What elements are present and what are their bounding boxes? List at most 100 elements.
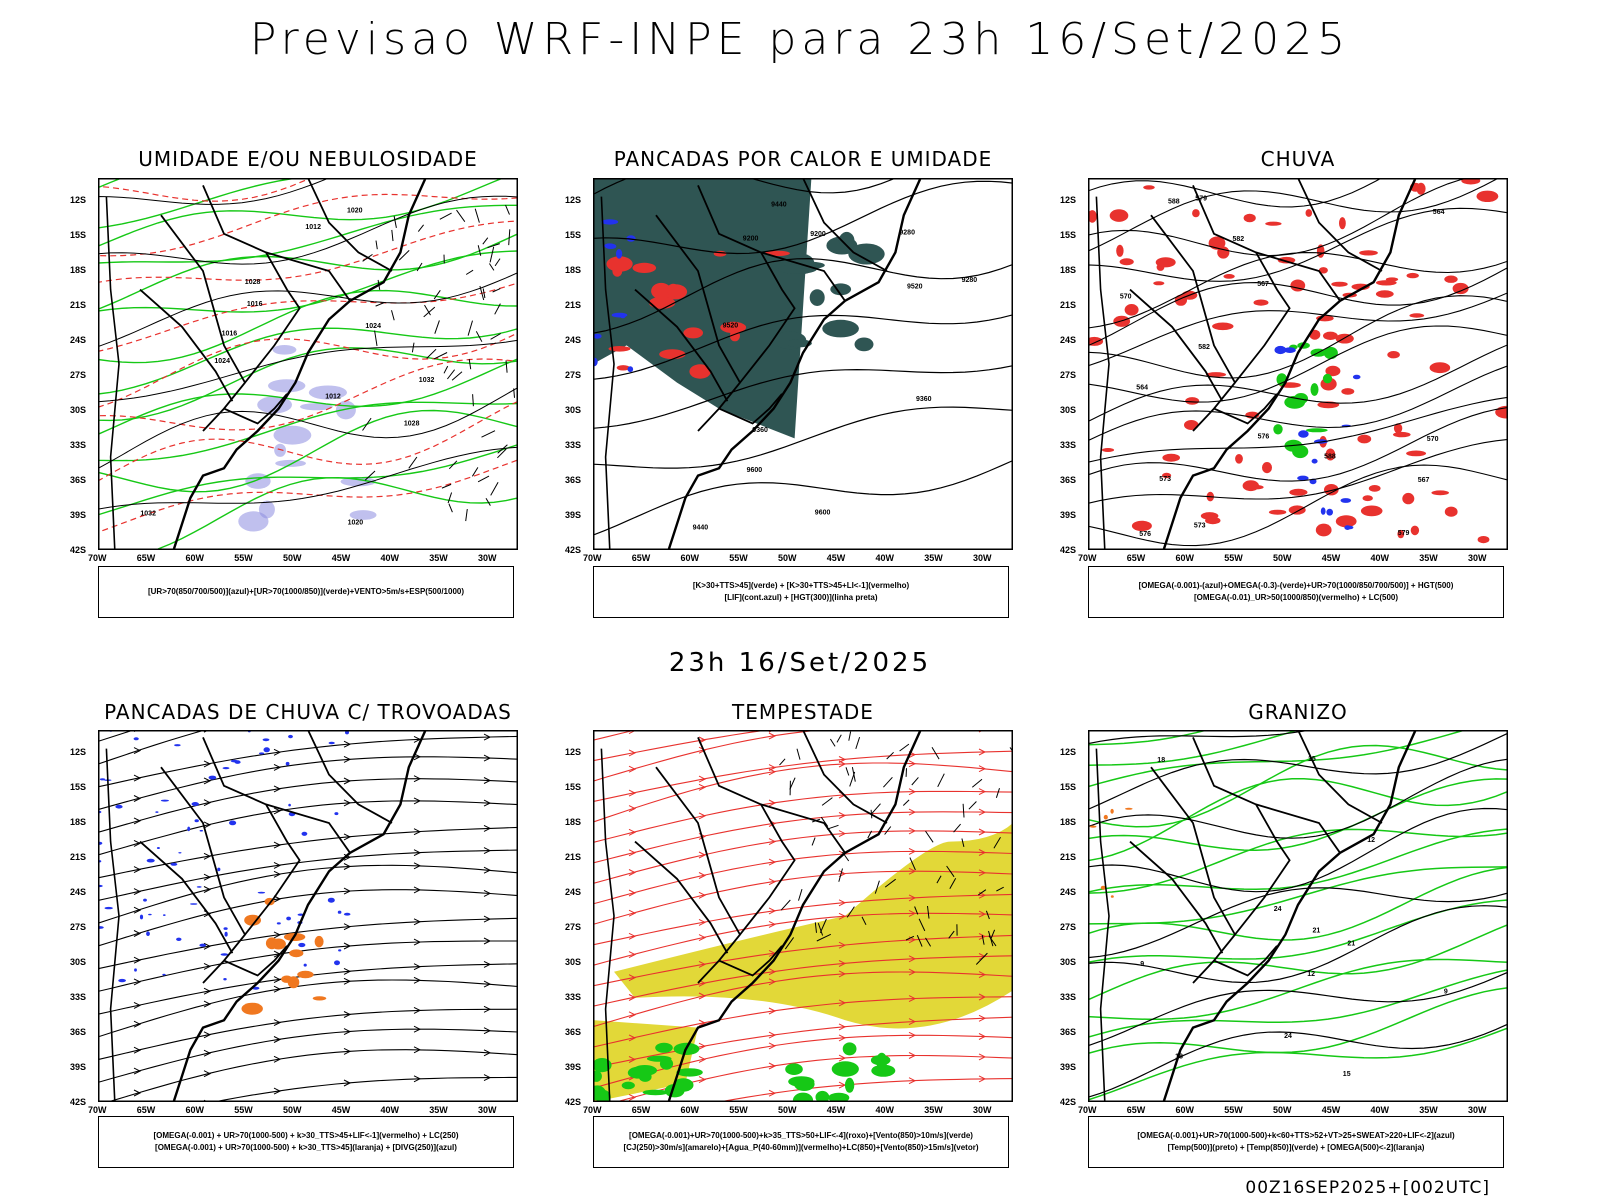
legend-line: [OMEGA(-0.01)_UR>50(1000/850)(vermelho) … [1193, 593, 1399, 602]
streamline-arrow [483, 937, 492, 945]
wind-850-area [792, 1092, 814, 1102]
divergence-spot [115, 804, 123, 809]
latitude-label: 36S [70, 475, 87, 485]
country-border [202, 737, 301, 936]
rain-area [1116, 244, 1124, 257]
streamline-arrow [483, 733, 492, 741]
divergence-spot [301, 831, 308, 836]
pressure-isobar [98, 272, 518, 348]
streamline-850 [593, 1016, 1013, 1069]
streamline-850 [593, 955, 1013, 1007]
wind-vector [426, 348, 437, 359]
rain-area [1341, 388, 1355, 395]
latitude-label: 39S [70, 510, 87, 520]
height-contour [593, 180, 1013, 258]
wind-850-area [621, 1081, 635, 1090]
lifted-index-area [720, 321, 747, 333]
wind-vector [477, 245, 482, 256]
wind-vector [948, 930, 955, 939]
wind-vector [975, 952, 988, 965]
streamline [98, 735, 518, 788]
wind-vector [447, 369, 455, 380]
latitude-label: 24S [70, 335, 87, 345]
divergence-spot [343, 912, 351, 916]
divergence-spot [285, 761, 290, 766]
wind-850-area [828, 1092, 850, 1102]
legend-line: [OMEGA(-0.001)+UR>70(1000-500)+k>35_TTS>… [629, 1131, 973, 1140]
streamline-arrow [628, 869, 637, 876]
latitude-label: 12S [565, 195, 582, 205]
wind-vector [374, 330, 378, 346]
map-frame [98, 730, 518, 1102]
rain-area [1351, 283, 1370, 290]
streamline-arrow [133, 978, 142, 986]
longitude-label: 70W [583, 1105, 602, 1115]
rain-area [1208, 236, 1226, 250]
contour-label: 1012 [325, 393, 341, 400]
streamline-arrow [483, 866, 492, 874]
temperature-500-contour [1088, 1023, 1508, 1098]
streamline-arrow [698, 960, 707, 968]
streamline-arrow [628, 889, 637, 897]
wind-vector [971, 778, 983, 788]
wind-850-area [642, 1089, 669, 1096]
rain-area [1318, 267, 1328, 274]
streamline-arrow [978, 828, 987, 836]
streamline-arrow [273, 1055, 282, 1063]
wind-vector [883, 776, 893, 788]
streamline [98, 864, 518, 924]
streamline-arrow [203, 777, 212, 785]
streamline-arrow [413, 963, 422, 971]
rain-area [1223, 274, 1235, 279]
wind-vector [874, 880, 880, 894]
geopotential-contour [1088, 464, 1508, 547]
longitude-label: 45W [1321, 1105, 1341, 1115]
streamline-arrow [768, 878, 777, 886]
wind-vector [961, 838, 965, 848]
divergence-spot [134, 968, 137, 972]
streamline-arrow [978, 971, 987, 979]
longitude-label: 60W [185, 553, 205, 563]
longitude-label: 70W [88, 553, 107, 563]
latitude-label: 21S [70, 300, 87, 310]
streamline-arrow [133, 1089, 142, 1097]
wind-vector [846, 906, 855, 918]
contour-label: 588 [1324, 454, 1336, 461]
contour-label: 570 [1120, 294, 1132, 301]
divergence-spot [146, 858, 155, 863]
streamline-arrow [133, 795, 142, 802]
rain-area [1109, 209, 1129, 222]
streamline-arrow [768, 1089, 777, 1097]
longitude-label: 65W [136, 553, 156, 563]
streamline-arrow [273, 985, 282, 993]
streamline-arrow [698, 992, 707, 1000]
wind-vector [423, 306, 436, 318]
contour-label: 12 [1307, 971, 1315, 978]
rain-area [1359, 250, 1378, 256]
country-border [1255, 803, 1341, 854]
streamline-arrow [768, 907, 777, 915]
legend-line: [CJ(250)>30m/s](amarelo)+[Agua_P(40-60mm… [623, 1143, 979, 1152]
wind-vector [814, 922, 817, 933]
contour-label: 576 [1139, 531, 1151, 538]
streamline-arrow [483, 1049, 492, 1057]
height-contour [593, 459, 1013, 536]
rain-area [1324, 484, 1339, 496]
temperature-850-contour [1088, 924, 1508, 1001]
contour-label: 9600 [747, 467, 763, 474]
wind-vector [811, 837, 816, 846]
streamline-arrow [908, 909, 917, 917]
longitude-label: 60W [1175, 553, 1195, 563]
longitude-label: 35W [429, 1105, 448, 1115]
streamline-850 [614, 1054, 1013, 1102]
coastline [1162, 730, 1417, 1102]
streamline-arrow [343, 740, 352, 748]
streamline-arrow [133, 1067, 142, 1075]
wind-850-area [831, 1061, 859, 1077]
streamline-arrow [838, 812, 847, 819]
streamline-arrow [838, 941, 847, 949]
geopotential-contour [1088, 252, 1508, 329]
streamline-arrow [768, 768, 777, 776]
streamline-850 [593, 1034, 1013, 1089]
country-border [655, 766, 742, 984]
